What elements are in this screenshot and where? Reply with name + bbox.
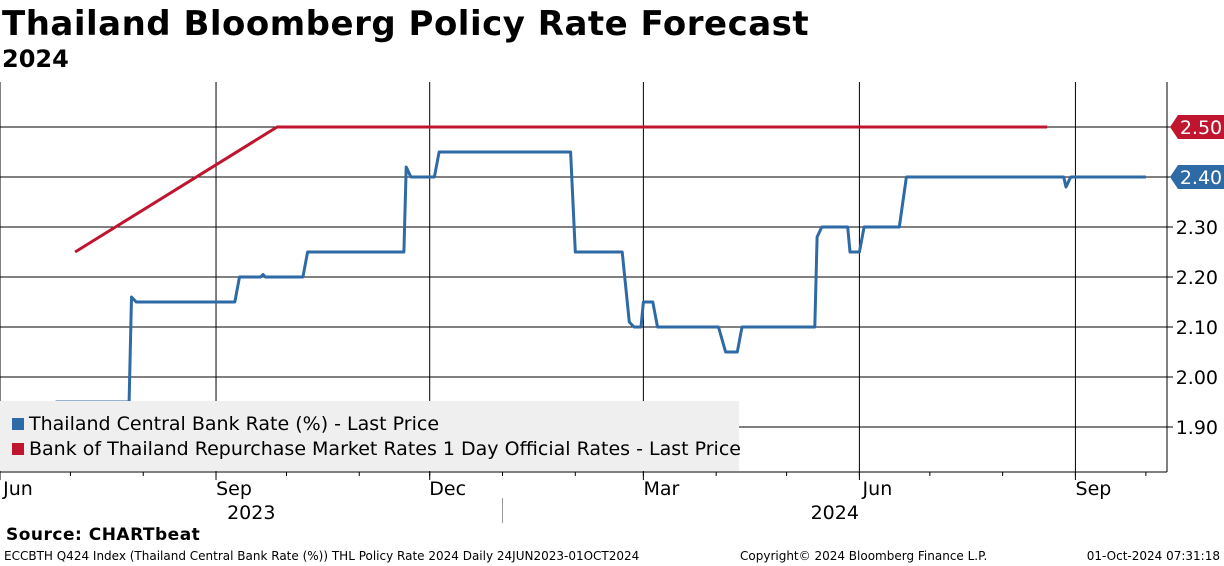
y-tick-label: 2.00 xyxy=(1176,367,1218,389)
legend-swatch-red xyxy=(12,443,24,455)
y-tick-label: 2.30 xyxy=(1176,217,1218,239)
chart-subtitle: 2024 xyxy=(2,45,69,73)
last-value-label-0: 2.40 xyxy=(1180,167,1222,189)
last-value-badge-0 xyxy=(1170,165,1224,189)
legend-item-central-bank-rate: Thailand Central Bank Rate (%) - Last Pr… xyxy=(12,413,439,435)
y-tick-label: 2.10 xyxy=(1176,317,1218,339)
legend-swatch-blue xyxy=(12,418,24,430)
footer-copyright: Copyright© 2024 Bloomberg Finance L.P. xyxy=(740,549,988,563)
series-line-1 xyxy=(74,125,1048,254)
x-tick-label: Jun xyxy=(862,478,893,500)
y-tick-label: 1.90 xyxy=(1176,417,1218,439)
x-tick-label: Dec xyxy=(429,478,466,500)
last-value-badge-1 xyxy=(1170,115,1224,139)
x-year-label: 2023 xyxy=(227,502,275,524)
source-note: Source: CHARTbeat xyxy=(6,525,201,545)
chart-title: Thailand Bloomberg Policy Rate Forecast xyxy=(2,4,810,44)
legend-label: Bank of Thailand Repurchase Market Rates… xyxy=(29,438,741,460)
x-tick-label: Sep xyxy=(1076,478,1112,500)
x-tick-label: Jun xyxy=(2,478,33,500)
series-lines xyxy=(0,125,1146,429)
series-line-0 xyxy=(0,150,1146,429)
last-value-badges: 2.40 2.50 xyxy=(1170,115,1224,189)
y-tick-label: 2.20 xyxy=(1176,267,1218,289)
legend: Thailand Central Bank Rate (%) - Last Pr… xyxy=(0,401,741,471)
footer-timestamp: 01-Oct-2024 07:31:18 xyxy=(1086,549,1220,563)
x-year-label: 2024 xyxy=(811,502,859,524)
legend-item-repo-rate: Bank of Thailand Repurchase Market Rates… xyxy=(12,438,741,460)
x-tick-label: Sep xyxy=(216,478,252,500)
axes xyxy=(0,82,1173,523)
x-tick-label: Mar xyxy=(643,478,679,500)
footer-index-info: ECCBTH Q424 Index (Thailand Central Bank… xyxy=(4,549,640,563)
last-value-label-1: 2.50 xyxy=(1180,117,1222,139)
legend-label: Thailand Central Bank Rate (%) - Last Pr… xyxy=(29,413,440,435)
